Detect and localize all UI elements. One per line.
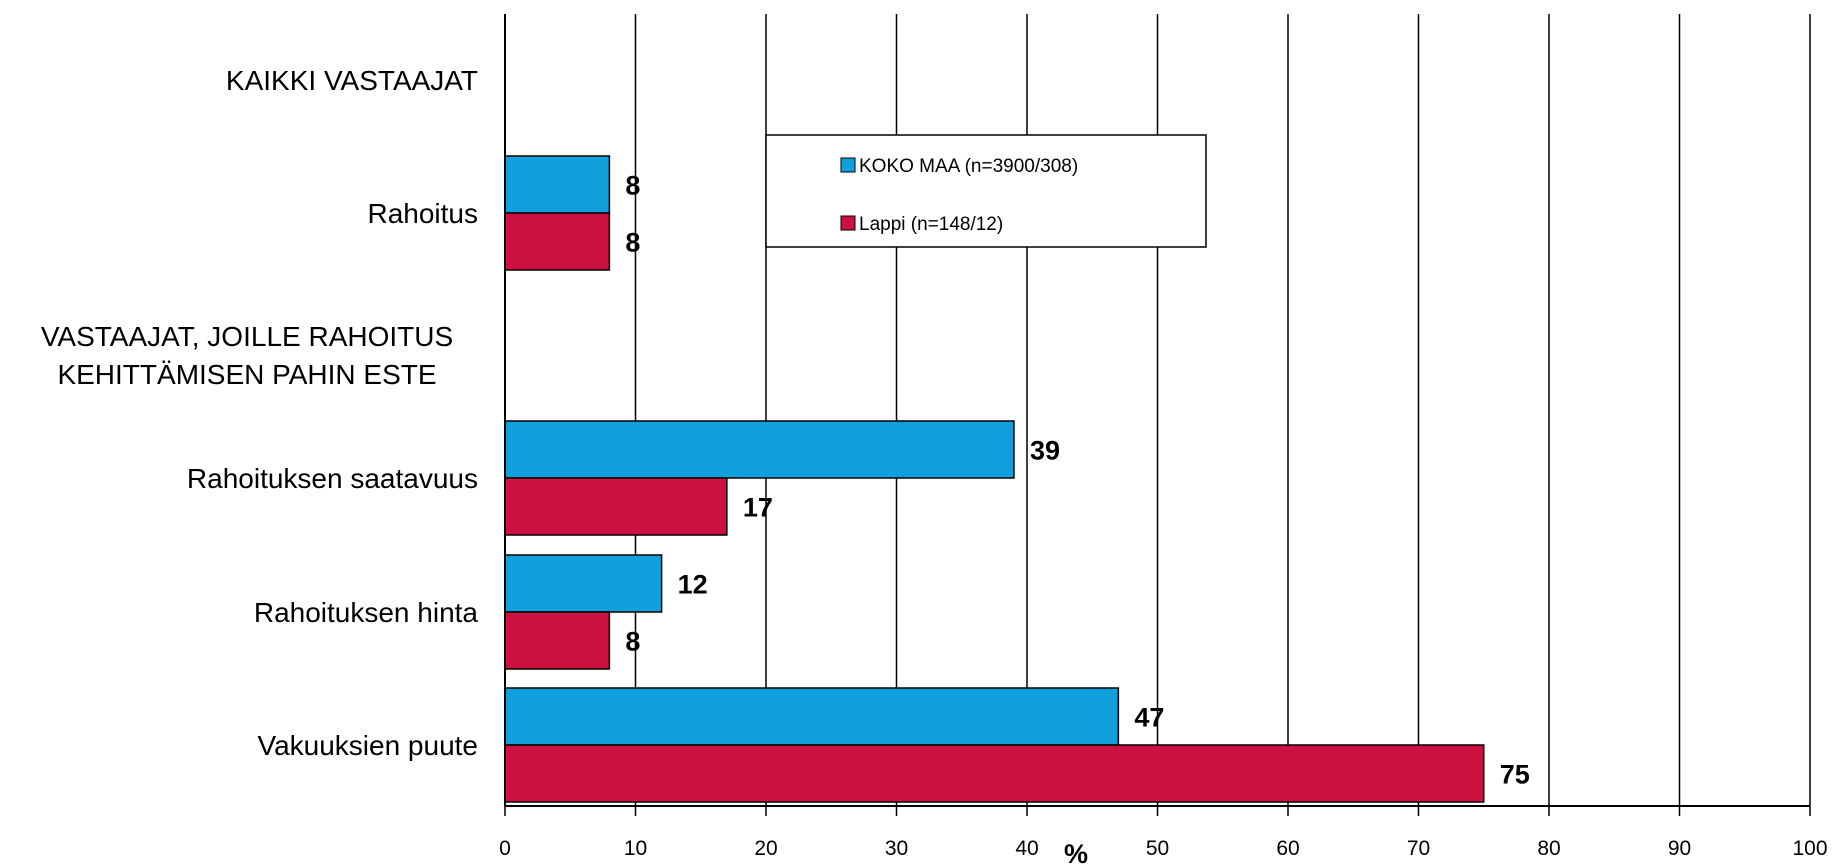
category-label: KAIKKI VASTAAJAT: [226, 65, 478, 96]
bar-lappi: [504, 477, 728, 536]
category-label: Rahoitus: [367, 198, 478, 229]
bar-koko-maa: [504, 155, 611, 214]
legend-label: Lappi (n=148/12): [859, 214, 1003, 235]
x-axis-title: %: [1064, 839, 1088, 866]
legend-box: [765, 134, 1207, 248]
value-label: 8: [625, 171, 640, 201]
category-label: Vakuuksien puute: [257, 730, 478, 761]
bar-lappi: [504, 611, 611, 670]
gridlines: [634, 14, 1811, 806]
x-tick-label: 50: [1146, 837, 1169, 860]
x-tick-label: 60: [1276, 837, 1299, 860]
value-label: 8: [625, 228, 640, 258]
value-label: 47: [1134, 703, 1164, 733]
category-label: KEHITTÄMISEN PAHIN ESTE: [57, 359, 436, 390]
x-tick-label: 0: [499, 837, 511, 860]
x-tick-label: 10: [624, 837, 647, 860]
bars: [504, 155, 1485, 803]
value-label: 17: [743, 493, 773, 523]
x-tick-label: 90: [1668, 837, 1691, 860]
bar-koko-maa: [504, 687, 1120, 746]
value-label: 75: [1500, 760, 1530, 790]
legend-swatch: [840, 215, 856, 231]
category-label: Rahoituksen hinta: [254, 597, 479, 628]
labels: 0 10 20 30 40 50 60 70 80 90 100 KAIKKI VASTAAJAT Ra…: [41, 65, 1828, 860]
value-label: 8: [625, 627, 640, 657]
bar-koko-maa: [504, 554, 663, 613]
x-tick-label: 20: [754, 837, 777, 860]
x-tick-label: 30: [885, 837, 908, 860]
category-label: Rahoituksen saatavuus: [187, 463, 478, 494]
x-tick-label: 70: [1407, 837, 1430, 860]
legend-swatch: [840, 157, 856, 173]
bar-lappi: [504, 212, 611, 271]
x-tick-label: 40: [1015, 837, 1038, 860]
value-label: 39: [1030, 436, 1060, 466]
legend-label: KOKO MAA (n=3900/308): [859, 156, 1078, 177]
axes: [504, 14, 1811, 816]
bar-lappi: [504, 744, 1485, 803]
x-tick-label: 80: [1537, 837, 1560, 860]
bar-koko-maa: [504, 420, 1015, 479]
category-label: VASTAAJAT, JOILLE RAHOITUS: [41, 321, 453, 352]
value-label: 12: [678, 570, 708, 600]
legend: KOKO MAA (n=3900/308) Lappi (n=148/12): [765, 134, 1207, 248]
x-tick-label: 100: [1792, 837, 1827, 860]
